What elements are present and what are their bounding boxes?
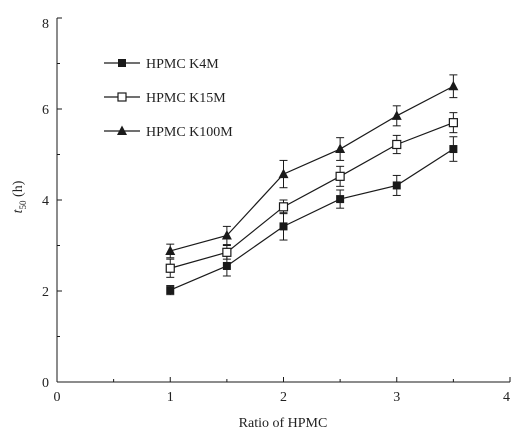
- x-tick-label: 1: [167, 390, 174, 405]
- data-point: [278, 202, 289, 212]
- series-1: [165, 112, 458, 278]
- legend-item-2: HPMC K100M: [104, 125, 233, 140]
- legend-swatch-marker: [117, 92, 127, 102]
- legend-swatch-marker: [117, 125, 127, 135]
- x-tick-label: 3: [393, 390, 400, 405]
- series-line: [170, 85, 454, 252]
- y-tick-label: 4: [42, 194, 49, 209]
- y-tick-label: 8: [42, 17, 49, 32]
- data-point: [448, 80, 459, 91]
- data-point: [336, 195, 345, 204]
- legend-item-1: HPMC K15M: [104, 91, 226, 106]
- legend-swatch-marker: [118, 59, 126, 67]
- data-point: [448, 118, 458, 128]
- series-line: [170, 148, 454, 291]
- data-point: [335, 171, 345, 181]
- data-point: [391, 110, 402, 120]
- y-tick-label: 0: [42, 376, 49, 391]
- series-2: [165, 74, 459, 259]
- y-axis-title-unit: (h): [11, 180, 26, 200]
- legend-label: HPMC K100M: [146, 125, 233, 140]
- legend-label: HPMC K15M: [146, 91, 226, 106]
- data-point: [165, 263, 175, 273]
- y-axis-title-main: t: [11, 208, 26, 213]
- y-tick-label: 2: [42, 285, 49, 300]
- series-line: [170, 122, 454, 269]
- x-axis-title: Ratio of HPMC: [239, 416, 328, 431]
- y-axis-title-sub: 50: [18, 200, 28, 210]
- y-axis-title: t50 (h): [11, 180, 28, 213]
- legend: HPMC K4M HPMC K15M HPMC K100M: [104, 57, 233, 140]
- legend-label: HPMC K4M: [146, 57, 219, 72]
- legend-item-0: HPMC K4M: [104, 57, 219, 72]
- data-point: [449, 145, 458, 154]
- plot-area: [165, 74, 459, 296]
- x-tick-label: 0: [54, 390, 61, 405]
- ticks: 0 1 2 3 4 0 2 4 6 8: [42, 17, 511, 405]
- data-point: [392, 139, 402, 150]
- data-point: [335, 143, 346, 154]
- series-0: [166, 136, 458, 296]
- data-point: [222, 247, 232, 257]
- data-point: [278, 168, 289, 179]
- data-point: [221, 229, 232, 240]
- data-point: [165, 245, 176, 255]
- data-point: [222, 261, 231, 270]
- data-point: [392, 181, 401, 190]
- data-point: [166, 286, 175, 295]
- x-tick-label: 2: [280, 390, 287, 405]
- y-tick-label: 6: [42, 103, 49, 118]
- x-tick-label: 4: [503, 390, 510, 405]
- data-point: [279, 222, 288, 231]
